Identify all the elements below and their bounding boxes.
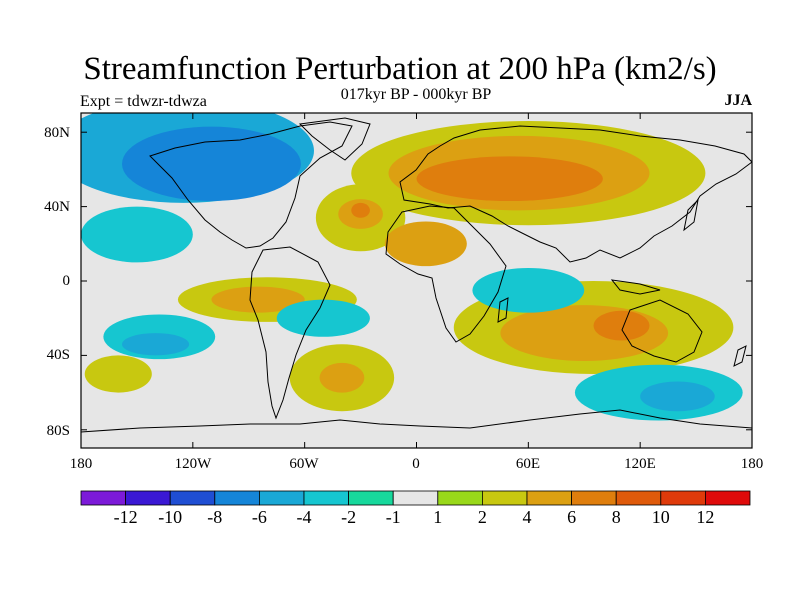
- contour-region-1: [122, 126, 301, 202]
- colorbar-label: -4: [296, 507, 312, 527]
- colorbar-label: -2: [341, 507, 357, 527]
- contour-region-2: [81, 206, 193, 263]
- colorbar-label: 1: [433, 507, 443, 527]
- coastline-north-america: [149, 121, 353, 249]
- contour-region-20: [472, 267, 585, 313]
- colorbar-label: 10: [651, 507, 670, 527]
- colorbar-swatch-4: [258, 490, 305, 506]
- contour-region-19: [593, 310, 650, 341]
- contour-region-13: [211, 286, 305, 313]
- contour-region-14: [84, 355, 152, 393]
- colorbar-label: 6: [567, 507, 577, 527]
- lat-tick-80n: 80N: [44, 125, 70, 141]
- colorbar-label: 4: [522, 507, 532, 527]
- contour-region-16: [319, 362, 365, 393]
- colorbar-swatch-6: [348, 490, 394, 506]
- colorbar-swatch-11: [571, 490, 617, 506]
- colorbar: [80, 490, 751, 506]
- colorbar-swatch-10: [526, 490, 572, 506]
- colorbar-swatch-14: [705, 490, 751, 506]
- colorbar-swatch-2: [169, 490, 216, 506]
- streamfunction-field: [81, 113, 752, 448]
- colorbar-swatch-3: [214, 490, 260, 506]
- coastline-antarctica: [81, 409, 752, 433]
- season-label: JJA: [724, 92, 752, 109]
- coastline-new-zealand: [733, 345, 747, 367]
- lon-tick-0: 0: [412, 456, 420, 472]
- lon-tick-60w: 60W: [289, 456, 319, 472]
- colorbar-swatch-1: [125, 490, 171, 506]
- colorbar-swatch-0: [80, 490, 126, 506]
- contour-region-10: [351, 202, 370, 218]
- lon-tick-60e: 60E: [515, 456, 541, 472]
- coastline-south-america: [249, 246, 331, 420]
- colorbar-label: 2: [477, 507, 487, 527]
- colorbar-label: -6: [251, 507, 267, 527]
- contour-region-22: [640, 381, 715, 412]
- page-subtitle: 017kyr BP - 000kyr BP: [340, 86, 492, 103]
- contour-region-4: [122, 333, 190, 356]
- lat-tick-40s: 40S: [46, 347, 70, 363]
- page-title: Streamfunction Perturbation at 200 hPa (…: [83, 51, 717, 87]
- coastline-greenland: [298, 117, 371, 161]
- colorbar-swatch-12: [615, 490, 662, 506]
- coastline-australia: [621, 299, 703, 363]
- coastline-japan: [683, 198, 699, 232]
- coastlines: [81, 117, 752, 433]
- colorbar-swatch-7: [392, 490, 439, 506]
- colorbar-label: -10: [158, 507, 183, 527]
- experiment-label: Expt = tdwzr-tdwza: [80, 93, 207, 110]
- colorbar-swatch-9: [481, 490, 528, 506]
- contour-region-11: [384, 221, 467, 267]
- lat-tick-0: 0: [62, 273, 71, 289]
- lat-tick-40n: 40N: [44, 199, 70, 215]
- lon-tick-120e: 120E: [624, 456, 656, 472]
- colorbar-swatch-8: [437, 490, 483, 506]
- colorbar-label: -12: [113, 507, 138, 527]
- colorbar-swatch-13: [660, 490, 706, 506]
- contour-region-7: [416, 156, 603, 202]
- coastline-eurasia: [399, 125, 752, 263]
- contour-region-23: [276, 299, 370, 337]
- lat-tick-80s: 80S: [46, 423, 70, 439]
- colorbar-label: -1: [385, 507, 401, 527]
- colorbar-label: 8: [611, 507, 621, 527]
- colorbar-label: -8: [207, 507, 223, 527]
- lon-tick-120w: 120W: [174, 456, 212, 472]
- colorbar-swatch-5: [303, 490, 349, 506]
- coastline-madagascar: [497, 297, 509, 323]
- axis-ticks: [80, 113, 753, 448]
- coastline-indonesia: [610, 279, 661, 295]
- coastline-africa: [385, 205, 507, 343]
- colorbar-label: 12: [696, 507, 715, 527]
- lon-tick-180e: 180: [740, 456, 764, 472]
- lon-tick-180w: 180: [69, 456, 93, 472]
